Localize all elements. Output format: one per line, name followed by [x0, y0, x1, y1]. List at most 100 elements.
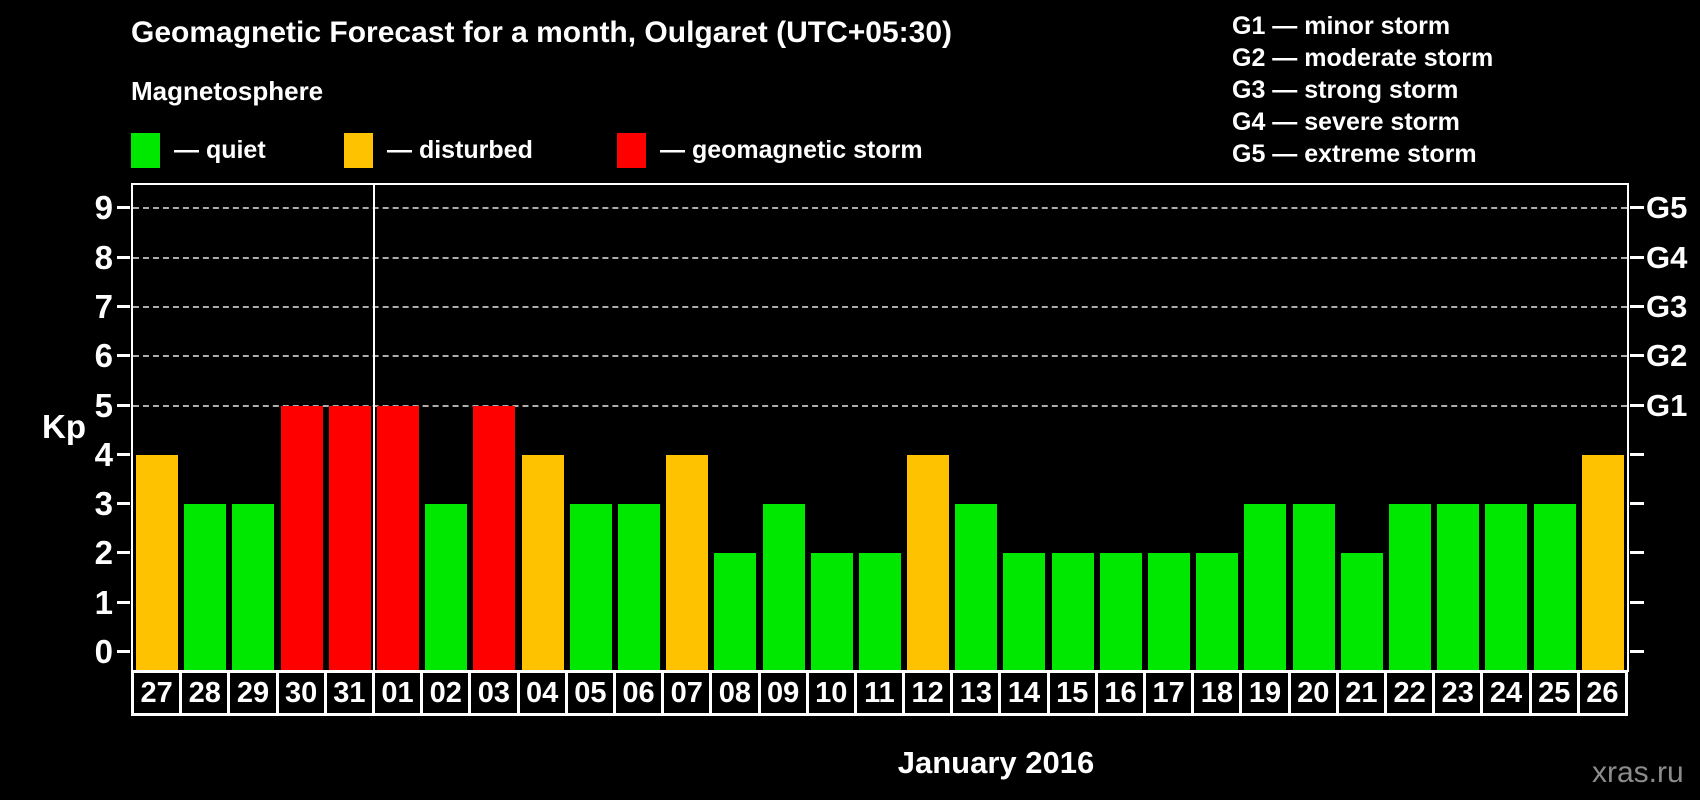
gridline-kp7 [133, 305, 1627, 308]
y-tick-left-8 [117, 255, 130, 259]
legend-item-storm: — geomagnetic storm [617, 131, 923, 169]
y-tick-right-0 [1630, 650, 1644, 653]
kp-bar-day-28 [184, 504, 227, 670]
day-label-box: 23 [1432, 670, 1484, 716]
day-label-box: 19 [1239, 670, 1291, 716]
day-label-box: 18 [1191, 670, 1243, 716]
y-tick-left-4 [117, 452, 130, 456]
y-tick-right-2 [1630, 551, 1644, 555]
kp-bar-day-09 [762, 504, 805, 670]
disturbed-swatch-icon [344, 132, 373, 168]
y-tick-left-6 [117, 354, 130, 358]
kp-bar-day-12 [907, 454, 950, 670]
day-label-box: 21 [1335, 670, 1388, 716]
y-tick-right-9 [1630, 206, 1644, 210]
storm-scale-line-g1: G1 — minor storm [1232, 12, 1451, 40]
day-label-box: 25 [1528, 670, 1580, 716]
kp-bar-day-06 [617, 504, 660, 670]
legend-item-quiet: — quiet [131, 131, 266, 169]
color-legend: — quiet — disturbed — geomagnetic storm [0, 131, 1700, 169]
legend-item-label: — geomagnetic storm [660, 135, 923, 164]
y-tick-label-2: 2 [94, 534, 113, 572]
y-tick-label-4: 4 [94, 435, 113, 473]
x-axis-title: January 2016 [897, 745, 1095, 780]
kp-bar-day-22 [1389, 504, 1432, 670]
day-label-box: 01 [371, 670, 424, 716]
y-tick-label-8: 8 [94, 238, 113, 276]
day-label-box: 08 [709, 670, 761, 716]
kp-bar-day-01 [376, 405, 419, 670]
y-tick-label-7: 7 [94, 287, 113, 325]
day-label-box: 27 [131, 670, 183, 716]
watermark-link[interactable]: xras.ru [1592, 756, 1684, 789]
y-tick-label-0: 0 [94, 633, 113, 670]
storm-scale-line-g2: G2 — moderate storm [1232, 44, 1494, 72]
day-label-box: 03 [468, 670, 520, 716]
storm-swatch-icon [617, 132, 646, 168]
quiet-swatch-icon [131, 132, 160, 168]
kp-bar-day-26 [1581, 454, 1624, 670]
right-axis-label-g1: G1 [1646, 387, 1688, 423]
y-tick-left-5 [117, 403, 130, 407]
day-label-box: 22 [1384, 670, 1436, 716]
day-label-box: 20 [1287, 670, 1339, 716]
storm-scale-line-g5: G5 — extreme storm [1232, 140, 1477, 168]
day-label-box: 10 [805, 670, 857, 716]
right-axis-label-g4: G4 [1646, 239, 1688, 275]
right-axis-label-g5: G5 [1646, 190, 1688, 226]
day-label-box: 16 [1094, 670, 1147, 716]
day-label-box: 09 [757, 670, 809, 716]
day-label-box: 30 [275, 670, 327, 716]
kp-bar-day-31 [328, 405, 371, 670]
kp-bar-day-08 [714, 553, 757, 670]
day-label-box: 26 [1576, 670, 1628, 716]
y-tick-left-0 [117, 650, 130, 653]
kp-bar-day-11 [858, 553, 901, 670]
kp-bar-day-29 [232, 504, 275, 670]
kp-bar-day-05 [569, 504, 612, 670]
kp-bar-day-27 [136, 454, 178, 670]
day-label-box: 12 [902, 670, 954, 716]
y-tick-right-7 [1630, 304, 1644, 308]
y-tick-right-8 [1630, 255, 1644, 259]
day-label-box: 13 [950, 670, 1002, 716]
gridline-kp5 [133, 404, 1627, 407]
day-label-box: 04 [516, 670, 568, 716]
day-label-box: 31 [323, 670, 375, 716]
plot-area: 0 1 2 3 4 5 6 7 8 9 G1 G2 G3 G4 G5 [95, 183, 1687, 672]
legend-item-label: — quiet [174, 135, 266, 164]
day-label-box: 28 [179, 670, 231, 716]
month-boundary-line [372, 185, 375, 670]
day-label-box: 24 [1480, 670, 1532, 716]
day-label-box: 14 [998, 670, 1050, 716]
kp-bar-day-23 [1437, 504, 1480, 670]
day-label-box: 11 [853, 670, 906, 716]
day-label-box: 29 [227, 670, 279, 716]
kp-bar-day-21 [1340, 553, 1383, 670]
y-tick-left-9 [117, 206, 130, 210]
kp-bar-day-04 [521, 454, 564, 670]
y-tick-label-9: 9 [94, 189, 113, 227]
kp-bar-day-18 [1196, 553, 1239, 670]
y-tick-label-3: 3 [94, 485, 113, 523]
day-label-box: 06 [612, 670, 665, 716]
kp-bar-day-25 [1533, 504, 1576, 670]
gridline-kp6 [133, 355, 1627, 358]
kp-bar-day-07 [666, 454, 709, 670]
y-tick-right-4 [1630, 452, 1644, 456]
magnetosphere-subtitle: Magnetosphere [131, 76, 324, 106]
y-tick-right-6 [1630, 354, 1644, 358]
day-label-box: 07 [661, 670, 713, 716]
y-tick-label-1: 1 [94, 583, 113, 621]
kp-bar-day-14 [1003, 553, 1046, 670]
right-axis-label-g2: G2 [1646, 338, 1688, 374]
kp-bar-day-16 [1099, 553, 1142, 670]
storm-scale-legend: G1 — minor storm G2 — moderate storm G3 — … [1232, 10, 1493, 170]
y-tick-left-7 [117, 304, 130, 308]
y-tick-label-6: 6 [94, 337, 113, 375]
y-tick-right-5 [1630, 403, 1644, 407]
kp-bar-day-19 [1244, 504, 1287, 670]
kp-bar-day-15 [1051, 553, 1094, 670]
kp-bar-day-30 [280, 405, 323, 670]
kp-bar-day-20 [1292, 504, 1335, 670]
